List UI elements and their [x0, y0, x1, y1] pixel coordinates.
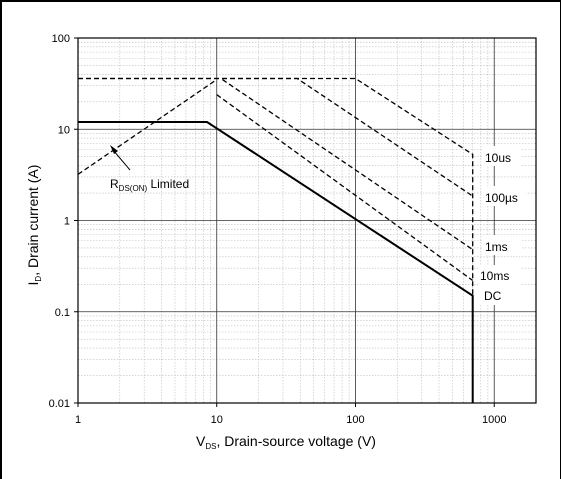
- y-axis-label: ID, Drain current (A): [25, 165, 43, 286]
- label-dc: DC: [484, 289, 502, 303]
- rdson-label-sub: DS(ON): [119, 184, 148, 193]
- series-line-r-ds-on-limited: [78, 80, 217, 175]
- series-line-10us: [78, 79, 473, 404]
- y-tick-label: 0.1: [55, 307, 70, 319]
- series-line-1ms: [223, 80, 473, 250]
- rdson-label-main: R: [110, 177, 119, 191]
- series-line-10ms: [217, 95, 473, 281]
- x-axis-label: VDS, Drain-source voltage (V): [196, 433, 376, 451]
- x-tick-label: 1000: [482, 414, 506, 426]
- label-1ms: 1ms: [485, 240, 508, 254]
- x-tick-label: 100: [346, 414, 364, 426]
- y-tick-label: 10: [58, 124, 70, 136]
- rdson-pointer-line: [113, 150, 130, 170]
- label-10ms: 10ms: [480, 269, 509, 283]
- x-tick-label: 10: [211, 414, 223, 426]
- label-10us: 10us: [485, 151, 511, 165]
- x-tick-label: 1: [75, 414, 81, 426]
- y-tick-label: 1: [64, 216, 70, 228]
- x-axis-label-rest: , Drain-source voltage (V): [216, 433, 376, 449]
- rdson-label-rest: Limited: [147, 177, 189, 191]
- series-line-dc: [78, 122, 473, 403]
- major-grid: [74, 38, 536, 407]
- x-axis-label-sub: DS: [205, 442, 216, 451]
- y-tick-label: 100: [52, 33, 70, 45]
- y-tick-label: 0.01: [49, 398, 70, 410]
- rdson-limited-label: RDS(ON) Limited: [110, 177, 189, 193]
- series-layer: [78, 79, 473, 404]
- label-100us: 100µs: [485, 191, 518, 205]
- y-axis-label-rest: , Drain current (A): [25, 165, 41, 276]
